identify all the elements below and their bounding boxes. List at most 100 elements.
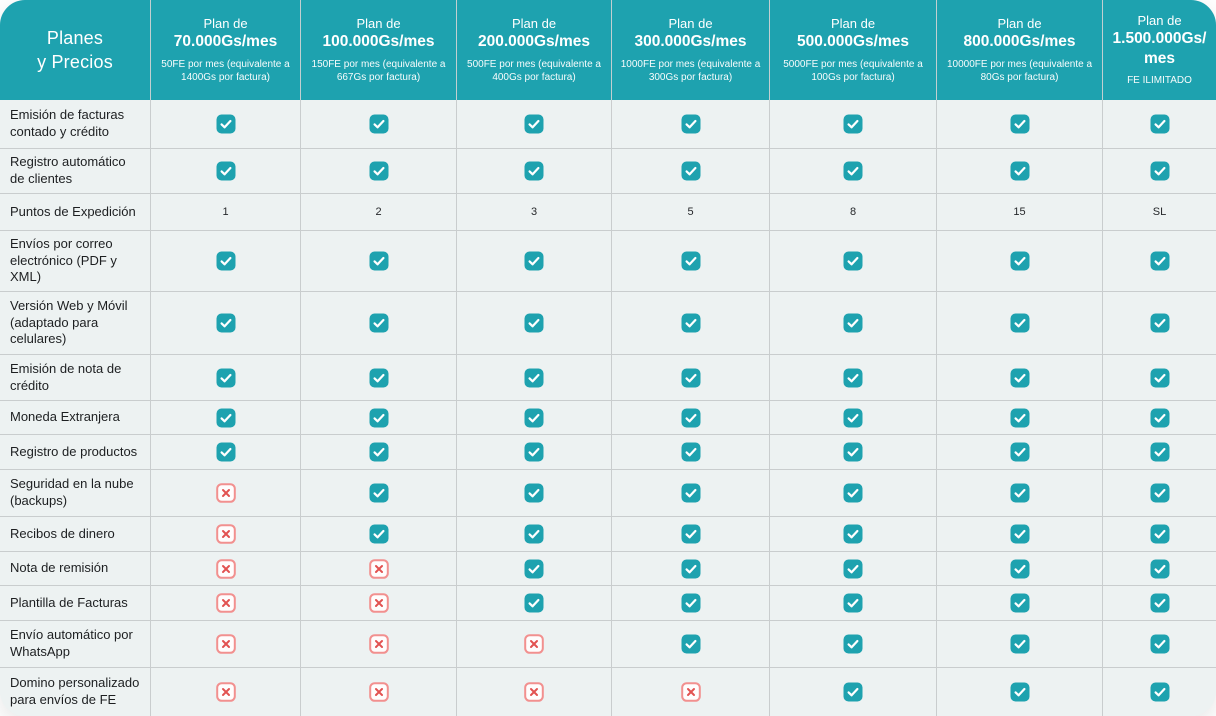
check-icon [216,442,235,462]
check-icon [1010,559,1029,578]
table-row: Puntos de Expedición 1 2 3 5 8 15 SL [0,193,1216,230]
feature-value-cell [770,355,937,400]
check-icon [1150,408,1169,427]
plan-subtitle: 1000FE por mes (equivalente a 300Gs por … [620,58,761,83]
check-icon [1150,368,1169,387]
feature-value-cell [937,552,1103,585]
feature-label-cell: Registro de productos [0,435,151,469]
feature-value-cell [151,621,301,667]
feature-value-cell [612,292,770,354]
table-row: Envíos por correo electrónico (PDF y XML… [0,230,1216,291]
feature-value-cell [770,292,937,354]
feature-label: Recibos de dinero [10,525,115,541]
feature-value-cell [301,517,457,551]
feature-label: Emisión de facturas contado y crédito [10,107,125,139]
corner-cell: Planes y Precios [0,0,151,100]
check-icon [1010,634,1029,654]
feature-label: Envío automático por WhatsApp [10,627,133,659]
plan-subtitle: 500FE por mes (equivalente a 400Gs por f… [467,58,601,83]
feature-value-cell [1103,470,1216,516]
feature-value-cell [612,149,770,193]
table-row: Registro automático de clientes [0,148,1216,193]
cross-icon [215,593,236,613]
feature-value-cell [151,435,301,469]
cross-icon [524,634,544,654]
feature-value-cell [612,621,770,667]
check-icon [681,313,700,333]
plan-header-cell: Plan de 1.500.000Gs/mes FE ILIMITADO [1103,0,1216,100]
table-row: Seguridad en la nube (backups) [0,469,1216,516]
plan-price: 200.000Gs/mes [477,33,591,51]
feature-label: Versión Web y Móvil (adaptado para celul… [10,297,128,347]
plan-prefix: Plan de [511,16,557,32]
check-icon [369,313,388,333]
check-icon [1010,161,1029,181]
feature-value-cell [1103,231,1216,291]
check-icon [216,161,235,181]
check-icon [1150,593,1169,613]
cross-icon [215,558,236,579]
feature-value-cell [612,355,770,400]
feature-value-cell [1103,149,1216,193]
feature-value: 1 [222,206,229,218]
plan-subtitle: FE ILIMITADO [1127,75,1192,86]
feature-value-cell [301,621,457,667]
check-icon [1010,524,1029,544]
feature-value-cell: 1 [151,194,301,230]
feature-value-cell [770,621,937,667]
feature-label: Seguridad en la nube (backups) [10,476,134,508]
feature-value-cell [937,149,1103,193]
table-row: Moneda Extranjera [0,400,1216,434]
feature-value-cell [301,355,457,400]
cross-icon [524,682,544,702]
feature-value-cell [937,355,1103,400]
feature-value-cell [1103,292,1216,354]
check-icon [524,251,544,271]
check-icon [681,483,700,503]
feature-value-cell [612,435,770,469]
feature-label-cell: Recibos de dinero [0,517,151,551]
feature-label: Emisión de nota de crédito [10,360,122,393]
feature-value-cell [457,668,612,716]
cross-icon [215,634,236,654]
feature-label-cell: Registro automático de clientes [0,149,151,193]
check-icon [843,483,863,503]
table-row: Versión Web y Móvil (adaptado para celul… [0,291,1216,354]
check-icon [1010,114,1029,134]
feature-value-cell [457,100,612,148]
feature-value-cell [1103,355,1216,400]
feature-label-cell: Puntos de Expedición [0,194,151,230]
check-icon [1010,682,1029,702]
feature-label-cell: Emisión de nota de crédito [0,355,151,400]
check-icon [681,408,700,427]
check-icon [843,559,863,578]
check-icon [369,161,388,181]
feature-value-cell [937,668,1103,716]
plan-header-cell: Plan de 200.000Gs/mes 500FE por mes (equ… [457,0,612,100]
table-body: Emisión de facturas contado y crédito Re… [0,100,1216,716]
feature-label-cell: Seguridad en la nube (backups) [0,470,151,516]
cross-icon [368,634,389,654]
check-icon [681,114,700,134]
check-icon [1010,408,1029,427]
plan-subtitle: 10000FE por mes (equivalente a 80Gs por … [946,58,1093,83]
cross-icon [368,682,389,702]
feature-value-cell [457,435,612,469]
feature-value-cell [612,100,770,148]
table-row: Domino personalizado para envíos de FE [0,667,1216,716]
check-icon [1010,593,1029,613]
plan-prefix: Plan de [1137,13,1182,28]
feature-value-cell [770,435,937,469]
feature-value-cell: 2 [301,194,457,230]
plan-price: 100.000Gs/mes [322,33,435,51]
feature-value-cell: 5 [612,194,770,230]
feature-value-cell [1103,517,1216,551]
check-icon [1150,634,1169,654]
feature-value-cell [937,231,1103,291]
check-icon [681,524,700,544]
table-row: Registro de productos [0,434,1216,469]
feature-label: Registro de productos [10,443,138,459]
feature-label-cell: Plantilla de Facturas [0,586,151,620]
feature-label-cell: Nota de remisión [0,552,151,585]
feature-value-cell [301,100,457,148]
